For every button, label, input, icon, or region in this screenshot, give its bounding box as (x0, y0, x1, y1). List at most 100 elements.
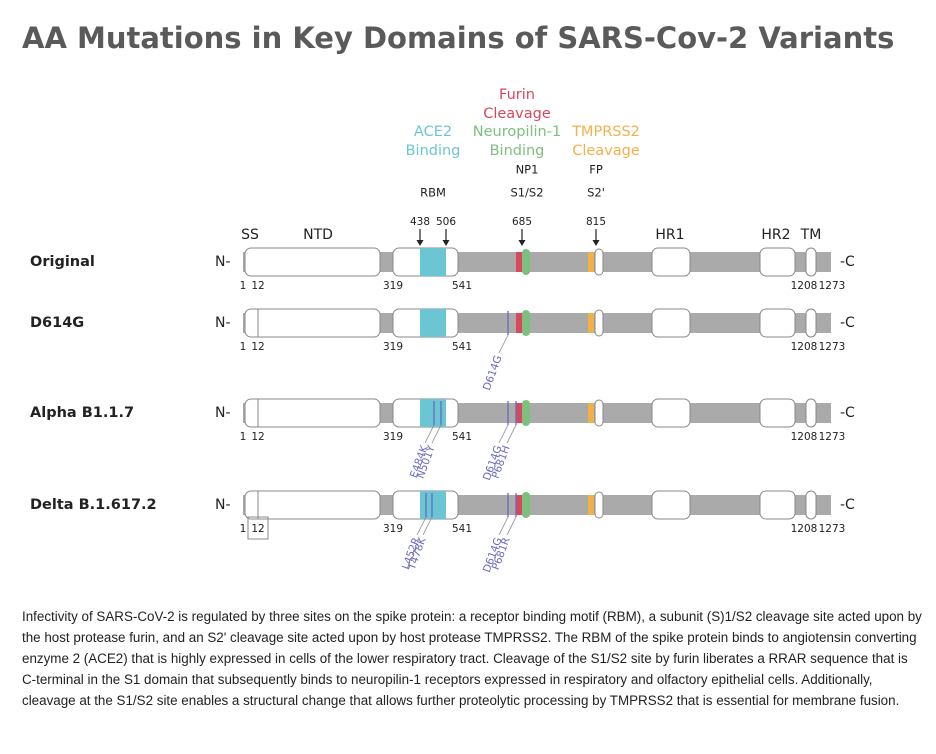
n-terminus: N- (215, 315, 231, 331)
residue-number: 1 (240, 431, 247, 443)
residue-number: 1273 (819, 280, 846, 292)
arrow-head (518, 240, 526, 246)
n-terminus: N- (215, 405, 231, 421)
residue-number: 12 (251, 341, 264, 353)
site-label: S2' (587, 186, 605, 200)
fp (594, 399, 604, 427)
residue-number: 1273 (819, 523, 846, 535)
leader-line (498, 334, 509, 354)
caption: Infectivity of SARS-CoV-2 is regulated b… (22, 609, 922, 708)
site-label: S1/S2 (510, 186, 543, 200)
domain-label: HR1 (655, 227, 684, 243)
residue-number: 1 (240, 523, 247, 535)
residue-number: 12 (251, 523, 264, 535)
leader-line (506, 516, 517, 536)
domain-box (805, 308, 817, 338)
domain-box (244, 398, 381, 428)
residue-number: 319 (383, 280, 403, 292)
residue-number: 12 (251, 280, 264, 292)
arrow-head (416, 240, 424, 246)
rbm (420, 248, 446, 276)
furin-site (516, 252, 522, 272)
residue-number: 1 (240, 341, 247, 353)
arrow-head (442, 240, 450, 246)
tmprss2-site (588, 252, 594, 272)
domain-header: Neuropilin-1 (473, 124, 561, 140)
domain-box (805, 490, 817, 520)
rbm (420, 491, 446, 519)
domain-header: TMPRSS2 (571, 124, 640, 140)
c-terminus: -C (840, 405, 855, 421)
residue-number: 1 (240, 280, 247, 292)
fp (594, 491, 604, 519)
tmprss2-site (588, 495, 594, 515)
domain-box (651, 247, 691, 277)
np1-site (522, 249, 530, 275)
domain-label: NTD (303, 227, 333, 243)
position-label: 438 (410, 216, 430, 228)
leader-line (416, 516, 427, 536)
fp (594, 309, 604, 337)
domain-label: SS (241, 227, 259, 243)
row-label: D614G (30, 315, 84, 331)
leader-line (422, 516, 433, 536)
residue-number: 12 (251, 431, 264, 443)
domain-box (651, 490, 691, 520)
title: AA Mutations in Key Domains of SARS-Cov-… (22, 21, 894, 55)
residue-number: 1208 (791, 341, 818, 353)
n-terminus: N- (215, 254, 231, 270)
protein-row: Delta B.1.617.2 N- -C1 12 319 541 1208 1273L452… (30, 490, 855, 574)
leader-line (498, 424, 509, 444)
leader-line (431, 424, 442, 444)
leader-line (506, 424, 517, 444)
protein-row: Original N- -C 1 12 319 541 1208 1273 (30, 247, 855, 292)
residue-number: 1273 (819, 431, 846, 443)
residue-number: 1208 (791, 431, 818, 443)
np1-site (522, 400, 530, 426)
n-terminus: N- (215, 497, 231, 513)
site-label: NP1 (516, 163, 539, 177)
domain-box (759, 398, 796, 428)
domain-header: Cleavage (572, 143, 640, 159)
row-label: Delta B.1.617.2 (30, 497, 157, 513)
domain-box (759, 308, 796, 338)
c-terminus: -C (840, 254, 855, 270)
leader-line (498, 516, 509, 536)
row-label: Alpha B1.1.7 (30, 405, 134, 421)
domain-box (244, 490, 381, 520)
arrow-head (592, 240, 600, 246)
row-label: Original (30, 254, 95, 270)
domain-header: Furin (499, 87, 535, 103)
residue-number: 541 (452, 523, 472, 535)
position-label: 815 (586, 216, 606, 228)
domain-header: ACE2 (414, 124, 452, 140)
c-terminus: -C (840, 497, 855, 513)
furin-site (516, 403, 522, 423)
site-label: FP (589, 163, 603, 177)
residue-number: 541 (452, 280, 472, 292)
domain-header: Binding (406, 143, 461, 159)
residue-number: 541 (452, 431, 472, 443)
domain-label: HR2 (761, 227, 790, 243)
rbm (420, 399, 446, 427)
residue-number: 319 (383, 431, 403, 443)
c-terminus: -C (840, 315, 855, 331)
mutation-label: D614G (481, 354, 505, 392)
residue-number: 1273 (819, 341, 846, 353)
domain-box (651, 398, 691, 428)
diagram: AA Mutations in Key Domains of SARS-Cov-… (22, 21, 894, 574)
domain-box (244, 308, 381, 338)
position-label: 685 (512, 216, 532, 228)
position-label: 506 (436, 216, 456, 228)
domain-header: Cleavage (483, 106, 551, 122)
domain-box (759, 247, 796, 277)
site-label: RBM (420, 186, 446, 200)
np1-site (522, 492, 530, 518)
domain-box (805, 398, 817, 428)
domain-header: Binding (490, 143, 545, 159)
residue-number: 319 (383, 341, 403, 353)
protein-row: Alpha B1.1.7 N- -C1 12 319 541 1208 1273E484KN5… (30, 398, 855, 482)
fp (594, 248, 604, 276)
protein-row: D614G N- -C 1 12 319 541 1208 1273 D614G (30, 308, 855, 392)
